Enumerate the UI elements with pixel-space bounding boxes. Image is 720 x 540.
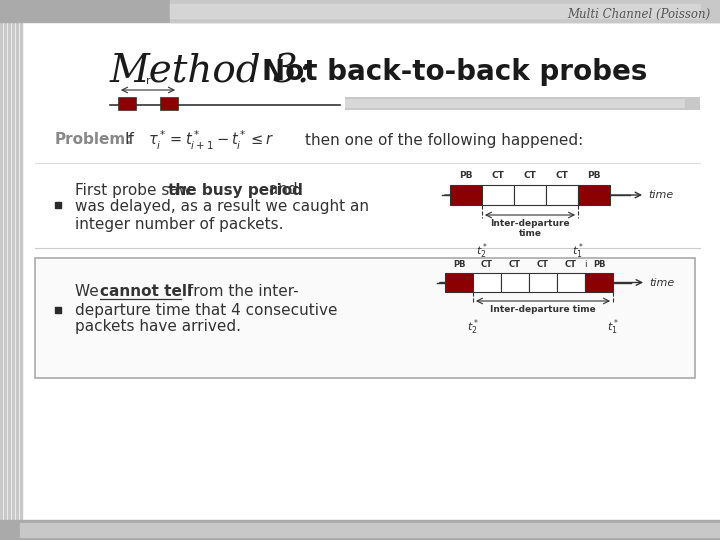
Text: CT: CT <box>565 260 577 269</box>
Text: We: We <box>75 285 104 300</box>
Bar <box>20 523 720 537</box>
Text: $t_2^*$: $t_2^*$ <box>476 241 488 261</box>
Text: CT: CT <box>481 260 493 269</box>
Bar <box>585 273 613 292</box>
Text: from the inter-: from the inter- <box>183 285 299 300</box>
Text: $t_1^*$: $t_1^*$ <box>572 241 584 261</box>
Text: Method 3:: Method 3: <box>110 53 312 91</box>
Bar <box>546 185 578 205</box>
Bar <box>345 97 700 110</box>
Text: Not back-to-back probes: Not back-to-back probes <box>262 58 647 86</box>
Text: First probe saw: First probe saw <box>75 183 196 198</box>
Text: was delayed, as a result we caught an: was delayed, as a result we caught an <box>75 199 369 214</box>
Bar <box>473 273 501 292</box>
Text: If: If <box>125 132 135 147</box>
Bar <box>0 0 720 22</box>
Text: PB: PB <box>453 260 465 269</box>
Text: and: and <box>264 183 297 198</box>
Text: CT: CT <box>509 260 521 269</box>
Text: then one of the following happened:: then one of the following happened: <box>305 132 583 147</box>
Text: time: time <box>518 229 541 238</box>
Text: i: i <box>584 260 586 269</box>
Text: integer number of packets.: integer number of packets. <box>75 217 284 232</box>
Text: Problem:: Problem: <box>55 132 132 147</box>
Text: r: r <box>145 76 150 86</box>
Bar <box>118 97 136 110</box>
Text: packets have arrived.: packets have arrived. <box>75 320 241 334</box>
Bar <box>170 0 720 22</box>
Text: PB: PB <box>593 260 606 269</box>
Text: time: time <box>648 190 673 200</box>
Text: CT: CT <box>523 171 536 180</box>
Text: PB: PB <box>459 171 473 180</box>
Text: $t_2^*$: $t_2^*$ <box>467 317 479 336</box>
Text: CT: CT <box>556 171 568 180</box>
Bar <box>16 0 18 540</box>
Text: Multi Channel (Poisson): Multi Channel (Poisson) <box>567 8 710 21</box>
Text: $\tau^*_i = t^*_{i+1}-t^*_i \leq r$: $\tau^*_i = t^*_{i+1}-t^*_i \leq r$ <box>148 129 274 152</box>
Bar <box>0 0 2 540</box>
Text: time: time <box>649 278 674 287</box>
Bar <box>578 185 610 205</box>
Text: CT: CT <box>537 260 549 269</box>
Text: $t_1^*$: $t_1^*$ <box>607 317 619 336</box>
Bar <box>4 0 6 540</box>
Bar <box>12 0 14 540</box>
Bar <box>8 0 10 540</box>
Bar <box>482 185 514 205</box>
Text: PB: PB <box>588 171 600 180</box>
Bar <box>557 273 585 292</box>
Text: the busy period: the busy period <box>168 183 303 198</box>
Text: cannot tell: cannot tell <box>100 285 192 300</box>
Bar <box>450 185 482 205</box>
Bar <box>0 520 720 540</box>
Text: CT: CT <box>492 171 505 180</box>
Bar <box>445 273 473 292</box>
Text: departure time that 4 consecutive: departure time that 4 consecutive <box>75 302 338 318</box>
Bar <box>170 4 700 18</box>
Bar <box>514 185 546 205</box>
Bar <box>35 258 695 378</box>
Bar <box>20 0 22 540</box>
Text: Inter-departure time: Inter-departure time <box>490 305 596 314</box>
Bar <box>529 273 557 292</box>
Bar <box>160 97 178 110</box>
Bar <box>345 99 685 108</box>
Text: Inter-departure: Inter-departure <box>490 219 570 228</box>
Bar <box>501 273 529 292</box>
